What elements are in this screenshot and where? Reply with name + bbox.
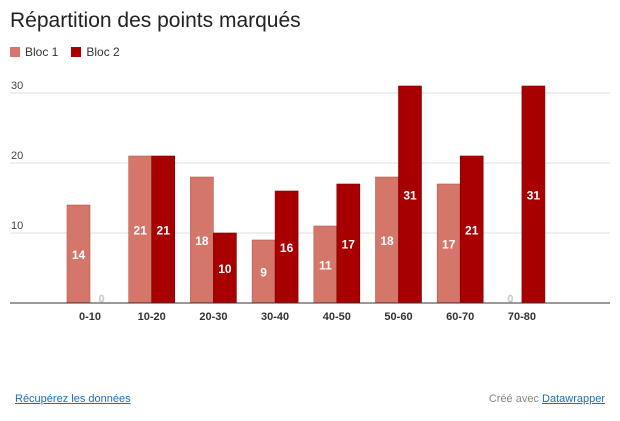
bar-chart: 10 20 30 14 0 0-10 21 21 10-20 18 10 20-30 9 16 30-40 1… [10, 80, 610, 323]
legend-label-bloc-2: Bloc 2 [86, 45, 120, 59]
y-tick-label-30: 30 [11, 80, 23, 92]
y-tick-label-10: 10 [11, 220, 23, 232]
data-label-bloc-1-0-10: 14 [72, 248, 86, 262]
legend: Bloc 1 Bloc 2 [10, 45, 133, 59]
x-tick-label-40-50: 40-50 [323, 311, 351, 323]
data-label-bloc-1-50-60: 18 [380, 234, 394, 248]
data-label-bloc-2-0-10: 0 [99, 294, 105, 305]
data-label-bloc-1-60-70: 17 [442, 238, 456, 252]
data-label-bloc-1-30-40: 9 [260, 266, 267, 280]
data-label-bloc-2-50-60: 31 [403, 189, 417, 203]
x-tick-label-50-60: 50-60 [384, 311, 412, 323]
data-label-bloc-2-40-50: 17 [342, 238, 356, 252]
legend-item-bloc-1: Bloc 1 [10, 45, 58, 59]
y-tick-label-20: 20 [11, 150, 23, 162]
x-tick-label-70-80: 70-80 [508, 311, 536, 323]
chart-title: Répartition des points marqués [10, 9, 301, 32]
legend-label-bloc-1: Bloc 1 [25, 45, 59, 59]
legend-swatch-bloc-2 [71, 47, 82, 57]
x-tick-label-60-70: 60-70 [446, 311, 474, 323]
x-tick-label-30-40: 30-40 [261, 311, 289, 323]
x-tick-label-10-20: 10-20 [138, 311, 166, 323]
data-label-bloc-2-30-40: 16 [280, 241, 294, 255]
legend-item-bloc-2: Bloc 2 [71, 45, 120, 59]
credit: Créé avec Datawrapper [489, 393, 605, 405]
data-label-bloc-2-10-20: 21 [157, 224, 171, 238]
data-label-bloc-2-60-70: 21 [465, 224, 479, 238]
legend-swatch-bloc-1 [10, 47, 20, 57]
data-label-bloc-2-70-80: 31 [527, 189, 541, 203]
x-tick-label-20-30: 20-30 [199, 311, 227, 323]
credit-prefix: Créé avec [488, 393, 539, 405]
data-label-bloc-2-20-30: 10 [218, 262, 232, 276]
x-tick-label-0-10: 0-10 [79, 311, 101, 323]
datawrapper-link[interactable]: Datawrapper [542, 393, 605, 405]
data-label-bloc-1-10-20: 21 [134, 224, 148, 238]
data-label-bloc-1-20-30: 18 [195, 234, 209, 248]
download-data-link[interactable]: Récupérez les données [15, 393, 131, 405]
data-label-bloc-1-40-50: 11 [319, 259, 332, 273]
data-label-bloc-1-70-80: 0 [508, 294, 514, 305]
